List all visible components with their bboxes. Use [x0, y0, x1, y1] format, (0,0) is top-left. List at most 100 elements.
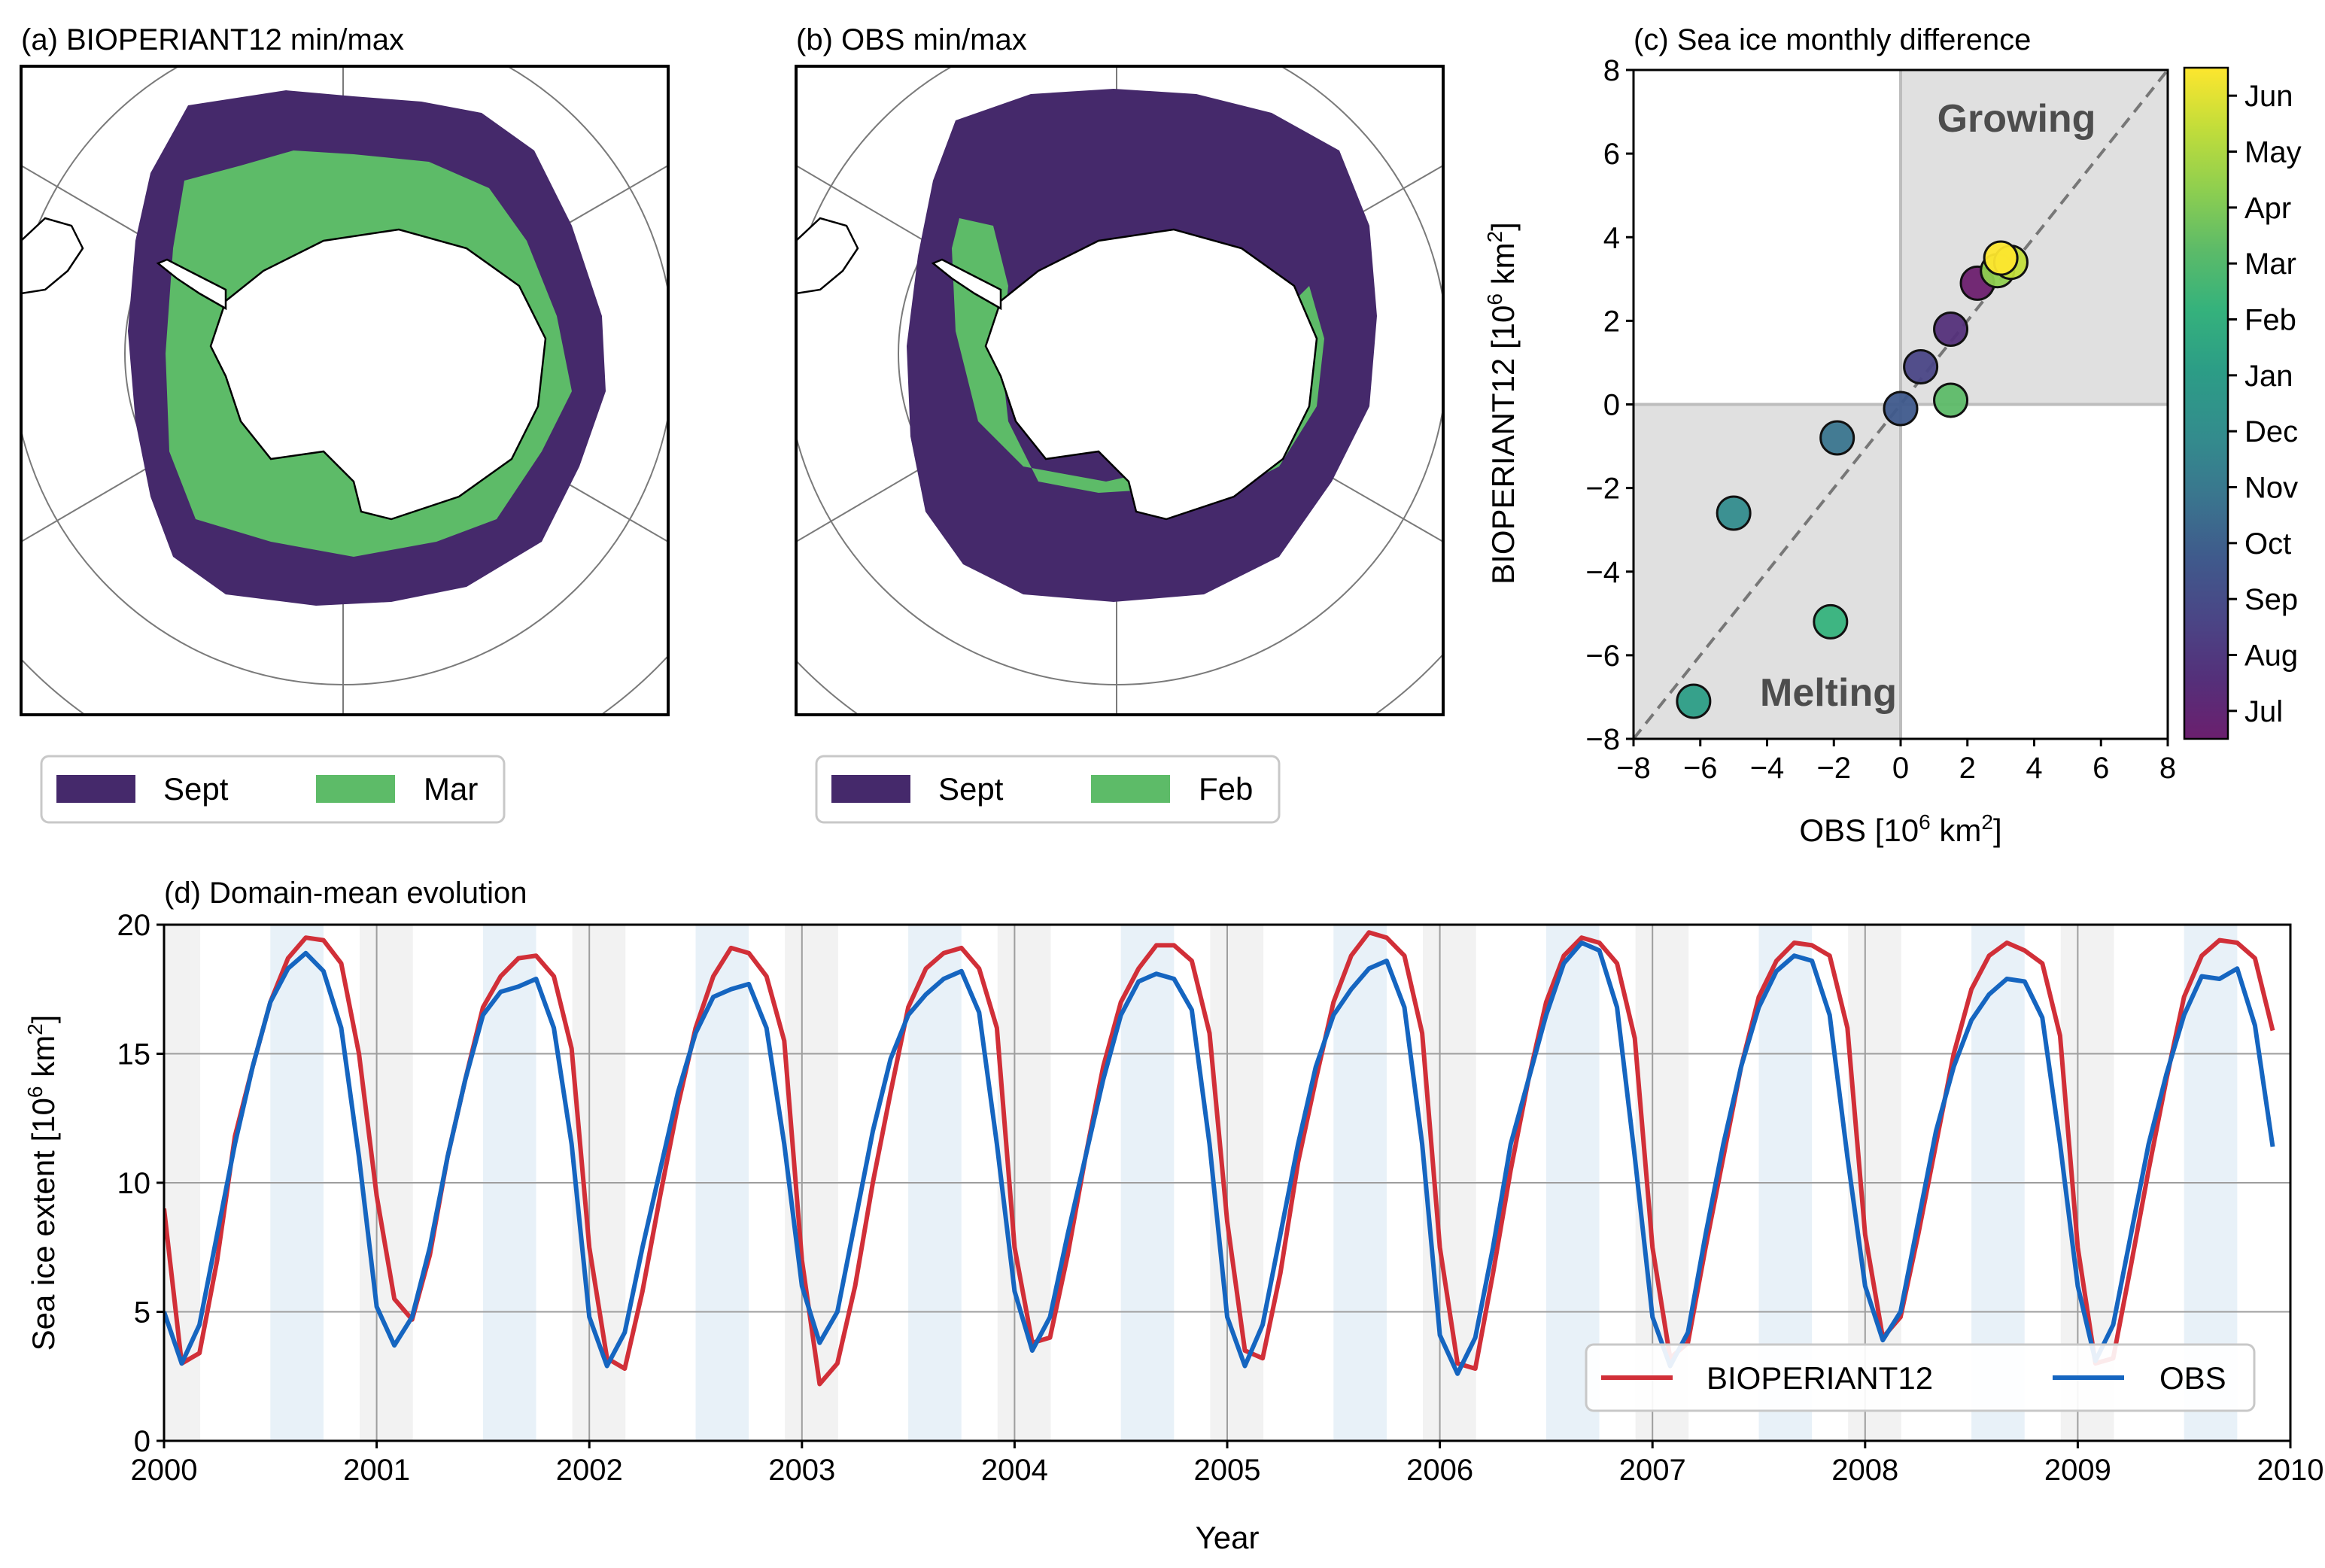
line-y-tick-label: 20 [117, 909, 151, 942]
one-to-one-line [1632, 68, 2169, 740]
legend-label-bioperiant: BIOPERIANT12 [1707, 1360, 1933, 1396]
line-x-tick-label: 2009 [2044, 1454, 2111, 1487]
colorbar-label-dec: Dec [2244, 415, 2298, 448]
scatter-x-tick-label: −2 [1816, 752, 1851, 785]
scatter-y-tick-label: 6 [1603, 138, 1620, 171]
line-legend: BIOPERIANT12 OBS [1585, 1343, 2256, 1412]
map-a-antarctica [209, 228, 547, 521]
scatter-point-jun [1983, 240, 2019, 276]
line-x-tick-label: 2000 [131, 1454, 198, 1487]
growing-annotation: Growing [1938, 97, 2096, 141]
map-b-south-america [796, 217, 859, 295]
line-x-tick-label: 2005 [1194, 1454, 1261, 1487]
line-x-label: Year [1196, 1520, 1260, 1555]
panel-a-title: (a) BIOPERIANT12 min/max [21, 23, 404, 56]
scatter-x-tick-label: −8 [1616, 752, 1651, 785]
colorbar-label-feb: Feb [2244, 304, 2296, 337]
map-a [21, 66, 668, 715]
scatter-point-feb [1813, 603, 1849, 640]
colorbar-label-mar: Mar [2244, 248, 2296, 281]
colorbar-label-apr: Apr [2244, 192, 2291, 225]
panel-a: (a) BIOPERIANT12 min/max [20, 23, 670, 824]
colorbar-label-nov: Nov [2244, 472, 2298, 505]
legend-label-obs: OBS [2159, 1360, 2226, 1396]
line-x-tick-label: 2008 [1831, 1454, 1898, 1487]
legend-a-sept-swatch [56, 775, 135, 803]
scatter-x-tick-label: 6 [2092, 752, 2109, 785]
scatter-x-label: OBS [106 km2] [1799, 810, 2001, 848]
scatter-point-aug [1933, 311, 1969, 347]
series-line-bioperiant12 [164, 930, 2275, 1387]
line-x-tick-label: 2002 [556, 1454, 623, 1487]
map-b-summer-extent [952, 218, 1324, 497]
line-y-label: Sea ice extent [106 km2] [23, 1015, 61, 1351]
scatter-y-tick-label: −6 [1585, 640, 1620, 673]
line-y-tick-label: 0 [134, 1425, 150, 1458]
scatter-x-tick-label: −6 [1683, 752, 1718, 785]
colorbar-label-may: May [2244, 136, 2302, 169]
colorbar-label-jul: Jul [2244, 695, 2283, 728]
legend-b-feb-swatch [1091, 775, 1170, 803]
legend-b-sept-label: Sept [938, 771, 1004, 807]
scatter-point-mar [1933, 382, 1969, 418]
map-b-frame [795, 65, 1445, 716]
scatter-y-tick-label: 8 [1603, 54, 1620, 87]
map-b-peninsula [931, 258, 1002, 311]
colorbar-label-aug: Aug [2244, 640, 2298, 673]
panel-b: (b) OBS min/max [795, 23, 1445, 824]
map-a-frame [20, 65, 670, 716]
line-x-tick-label: 2004 [981, 1454, 1048, 1487]
colorbar-label-oct: Oct [2244, 527, 2291, 561]
panel-d: (d) Domain-mean evolution 2000 2001 2002 20… [23, 877, 2323, 1555]
scatter-y-tick-label: −8 [1585, 723, 1620, 756]
melting-annotation: Melting [1760, 671, 1897, 715]
line-x-tick-label: 2001 [343, 1454, 410, 1487]
colorbar-bar [2183, 66, 2229, 740]
scatter-y-tick-label: −4 [1585, 556, 1620, 589]
legend-a-sept-label: Sept [163, 771, 229, 807]
line-x-tick-label: 2003 [768, 1454, 835, 1487]
scatter-plot-area: −8−8 −6 −6 −4 −4 −2 −2 0 0 2 2 4 4 6 6 8 8 [1585, 54, 2176, 785]
map-b [796, 66, 1443, 715]
colorbar-label-jun: Jun [2244, 80, 2293, 113]
map-a-peninsula [156, 258, 227, 311]
line-x-tick-label: 2006 [1406, 1454, 1473, 1487]
scatter-y-tick-label: −2 [1585, 473, 1620, 506]
scatter-y-tick-label: 4 [1603, 221, 1620, 254]
colorbar: Jul Aug Sep Oct Nov Dec Jan Feb Mar Apr May Jun [2183, 66, 2302, 740]
scatter-point-dec [1716, 495, 1752, 531]
scatter-x-tick-label: 2 [1959, 752, 1976, 785]
panel-c-title: (c) Sea ice monthly difference [1634, 23, 2031, 56]
scatter-point-jan [1676, 683, 1712, 719]
scatter-point-sep [1903, 348, 1939, 384]
scatter-y-tick-label: 0 [1603, 389, 1620, 422]
panel-b-title: (b) OBS min/max [796, 23, 1027, 56]
panel-c: (c) Sea ice monthly difference −8−8−6−6−… [1483, 23, 2302, 848]
colorbar-label-sep: Sep [2244, 583, 2298, 616]
scatter-y-label: BIOPERIANT12 [106 km2] [1483, 222, 1521, 585]
legend-a: Sept Mar [40, 755, 506, 824]
legend-b-feb-label: Feb [1199, 771, 1253, 807]
scatter-x-tick-label: 8 [2159, 752, 2176, 785]
scatter-point-oct [1883, 390, 1919, 427]
line-x-tick-label: 2007 [1619, 1454, 1686, 1487]
panel-d-title: (d) Domain-mean evolution [164, 877, 527, 910]
scatter-x-tick-label: −4 [1750, 752, 1785, 785]
scatter-point-nov [1819, 420, 1855, 456]
line-x-tick-label: 2010 [2257, 1454, 2324, 1487]
line-y-tick-label: 5 [134, 1296, 150, 1329]
map-a-south-america [21, 217, 84, 295]
legend-a-mar-swatch [316, 775, 395, 803]
legend-a-mar-label: Mar [424, 771, 478, 807]
legend-b: Sept Feb [815, 755, 1281, 824]
scatter-x-tick-label: 0 [1892, 752, 1909, 785]
colorbar-label-jan: Jan [2244, 360, 2293, 393]
map-b-antarctica [984, 228, 1318, 521]
line-y-tick-label: 15 [117, 1038, 151, 1071]
scatter-y-tick-label: 2 [1603, 305, 1620, 338]
series-line-obs [164, 940, 2275, 1376]
legend-b-sept-swatch [831, 775, 910, 803]
line-y-tick-label: 10 [117, 1167, 151, 1200]
scatter-x-tick-label: 4 [2026, 752, 2042, 785]
